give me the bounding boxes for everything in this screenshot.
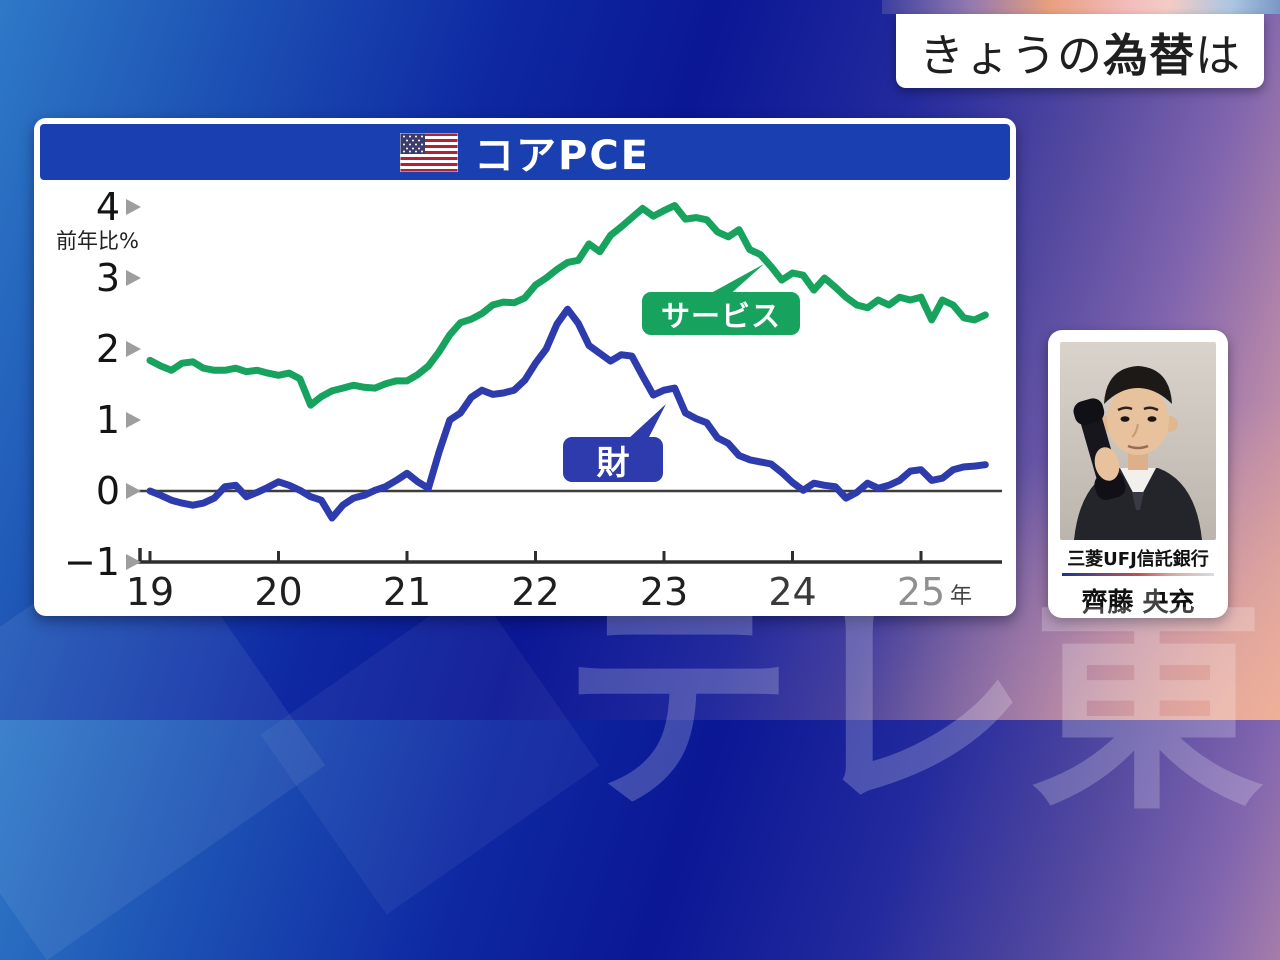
x-tick-year-suffix: 年: [950, 584, 972, 609]
x-tick-25: 25: [897, 570, 945, 614]
x-tick-19: 19: [126, 570, 174, 614]
analyst-portrait-illustration: [1060, 342, 1216, 540]
y-tick-2: 2: [96, 327, 120, 371]
goods-line: [146, 305, 989, 522]
y-axis-labels: 4 3 2 1 0 −1: [64, 185, 120, 584]
y-axis-unit-label: 前年比%: [56, 229, 139, 253]
x-axis-ticks: [148, 551, 923, 562]
analyst-card: 三菱UFJ信託銀行 齊藤 央充: [1048, 330, 1228, 618]
y-tick-neg1: −1: [64, 540, 120, 584]
analyst-divider: [1062, 573, 1214, 576]
x-tick-24: 24: [768, 570, 816, 614]
program-header: きょうの為替は: [896, 14, 1264, 88]
core-pce-plot: 4 3 2 1 0 −1 前年比% 19 20 21 22 23 24 25 年: [56, 185, 1002, 614]
background-streak-2: [260, 585, 600, 915]
analyst-photo: [1060, 342, 1216, 540]
y-tick-0: 0: [96, 469, 120, 513]
x-tick-22: 22: [511, 570, 559, 614]
program-title-emph: 為替: [1102, 28, 1195, 82]
program-title-post: は: [1195, 28, 1242, 82]
chart-title: コアPCE: [474, 133, 650, 179]
goods-label: 財: [563, 437, 663, 482]
y-tick-1: 1: [96, 398, 120, 442]
station-watermark: テレ東: [560, 569, 1265, 842]
header-sunset-strip: [882, 0, 1280, 14]
chart-panel: コアPCE 4 3 2 1 0 −1 前年比%: [34, 118, 1016, 616]
us-flag-icon: [400, 132, 458, 172]
x-tick-21: 21: [383, 570, 431, 614]
program-title: きょうの為替は: [919, 19, 1241, 84]
x-axis-labels: 19 20 21 22 23 24 25: [126, 570, 945, 614]
services-line: [146, 202, 989, 409]
y-tick-4: 4: [96, 185, 120, 229]
analyst-company: 三菱UFJ信託銀行: [1067, 549, 1209, 570]
analyst-name: 齊藤 央充: [1081, 588, 1195, 618]
x-tick-23: 23: [640, 570, 688, 614]
y-tick-3: 3: [96, 256, 120, 300]
program-title-pre: きょうの: [918, 28, 1103, 82]
chart-title-bar: コアPCE: [40, 124, 1010, 180]
y-tick-triangles: [126, 199, 141, 570]
services-label: サービス: [642, 292, 800, 335]
x-tick-20: 20: [254, 570, 302, 614]
services-label-tail: [702, 264, 764, 298]
goods-label-tail: [628, 404, 666, 439]
